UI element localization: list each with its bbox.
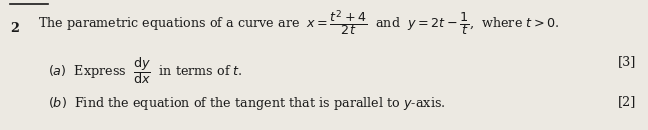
- Text: [2]: [2]: [618, 95, 636, 108]
- Text: The parametric equations of a curve are  $x = \dfrac{t^2+4}{2t}$  and  $y = 2t -: The parametric equations of a curve are …: [38, 8, 559, 38]
- Text: [3]: [3]: [618, 55, 636, 68]
- Text: $\mathit{(a)}$  Express  $\dfrac{\mathrm{d}y}{\mathrm{d}x}$  in terms of $t$.: $\mathit{(a)}$ Express $\dfrac{\mathrm{d…: [48, 55, 243, 86]
- Text: 2: 2: [10, 22, 19, 35]
- Text: $\mathit{(b)}$  Find the equation of the tangent that is parallel to $y$-axis.: $\mathit{(b)}$ Find the equation of the …: [48, 95, 446, 112]
